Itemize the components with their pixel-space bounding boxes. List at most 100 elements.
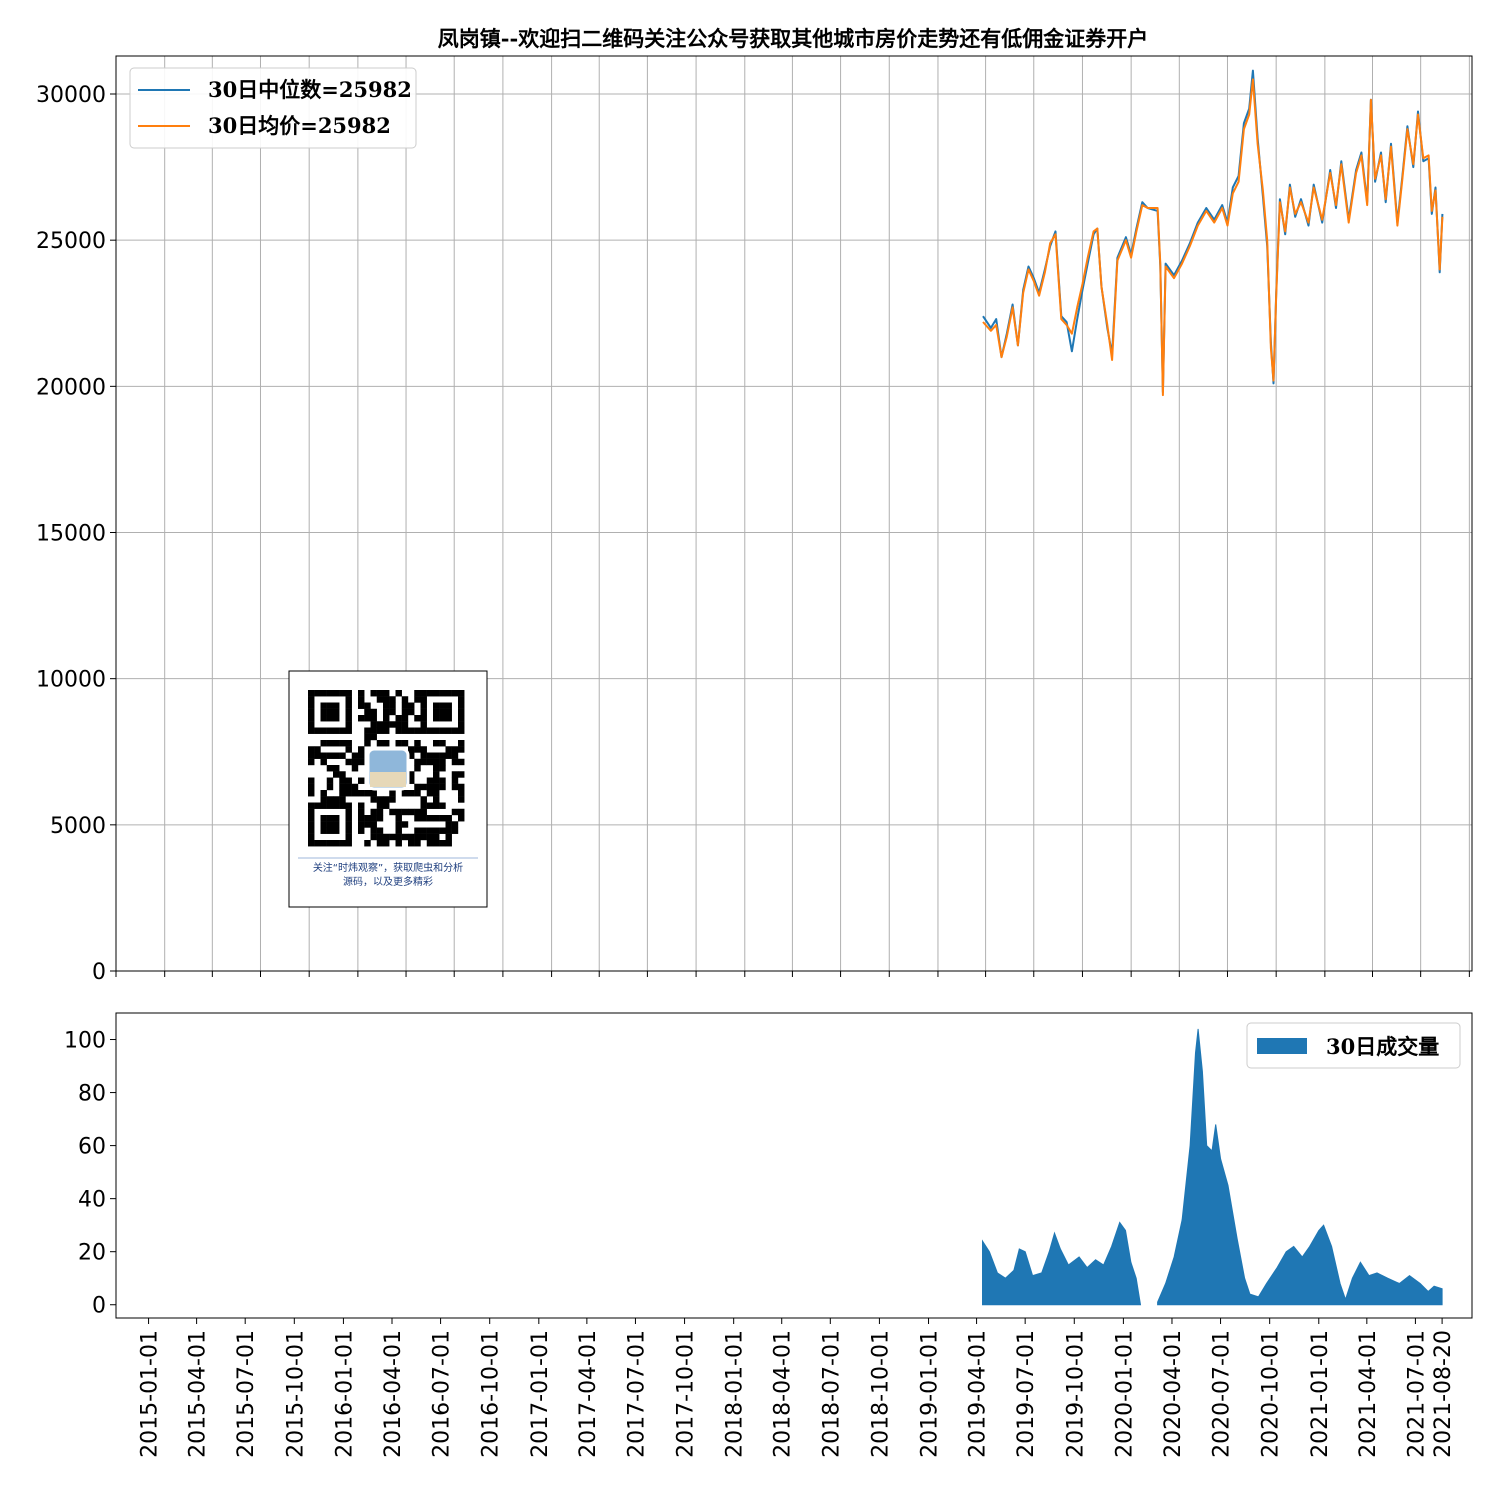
- qr-module: [339, 690, 346, 697]
- qr-module: [451, 771, 459, 778]
- qr-module: [333, 827, 340, 834]
- qr-module: [389, 702, 396, 709]
- qr-module: [420, 802, 427, 809]
- qr-module: [439, 708, 446, 716]
- qr-module: [445, 727, 452, 734]
- qr-module: [333, 771, 340, 778]
- qr-module: [414, 696, 421, 703]
- qr-module: [414, 740, 421, 747]
- price-y-tick-label: 25000: [36, 229, 106, 254]
- qr-module: [395, 827, 402, 834]
- x-tick-label: 2017-04-01: [576, 1330, 601, 1458]
- qr-module: [420, 746, 427, 753]
- qr-module: [376, 727, 384, 734]
- volume-area-segment-0: [982, 1221, 1142, 1306]
- volume-area-segment-1: [1157, 1028, 1443, 1306]
- qr-module: [395, 833, 402, 841]
- x-tick-label: 2016-01-01: [332, 1330, 357, 1458]
- qr-module: [439, 740, 446, 747]
- qr-module: [376, 808, 384, 816]
- qr-module: [439, 702, 446, 709]
- qr-module: [358, 808, 365, 816]
- price-chart-y-ticks: 0 5000 10000 15000 20000 25000 30000: [36, 83, 116, 985]
- qr-module: [326, 715, 334, 722]
- qr-module: [420, 808, 427, 816]
- qr-module: [414, 765, 421, 772]
- qr-module: [320, 790, 327, 797]
- qr-module: [445, 702, 452, 709]
- qr-module: [364, 702, 371, 709]
- qr-module: [358, 802, 365, 809]
- qr-module: [345, 740, 352, 747]
- qr-module: [320, 815, 327, 822]
- qr-module: [326, 727, 334, 734]
- qr-module: [358, 821, 365, 828]
- qr-module: [320, 840, 327, 847]
- qr-module: [314, 727, 321, 734]
- qr-module: [414, 833, 421, 841]
- x-tick-label: 2015-01-01: [138, 1330, 163, 1458]
- qr-module: [420, 696, 427, 703]
- qr-module: [314, 752, 321, 759]
- qr-module: [358, 696, 365, 703]
- qr-module: [345, 821, 352, 828]
- qr-module: [401, 790, 409, 797]
- qr-module: [358, 746, 365, 753]
- qr-module: [433, 840, 440, 847]
- qr-module: [320, 715, 327, 722]
- qr-module: [358, 702, 365, 709]
- qr-module: [439, 827, 446, 834]
- qr-module: [389, 790, 396, 797]
- qr-module: [320, 752, 327, 759]
- qr-module: [395, 727, 402, 734]
- qr-module: [439, 777, 446, 784]
- qr-module: [414, 827, 421, 834]
- qr-module: [358, 827, 365, 834]
- volume-y-tick-label: 60: [78, 1135, 106, 1160]
- qr-module: [395, 740, 402, 747]
- qr-module: [339, 740, 346, 747]
- qr-module: [458, 783, 465, 791]
- qr-module: [420, 827, 427, 834]
- qr-module: [376, 833, 384, 841]
- qr-module: [358, 777, 365, 784]
- qr-module: [433, 796, 440, 803]
- qr-module: [458, 715, 465, 722]
- qr-module: [433, 765, 440, 772]
- qr-module: [308, 790, 315, 797]
- qr-module: [414, 783, 421, 791]
- qr-caption-line2: 源码，以及更多精彩: [343, 875, 433, 888]
- qr-module: [320, 802, 327, 809]
- qr-module: [395, 715, 402, 722]
- qr-module: [345, 727, 352, 734]
- qr-module: [408, 840, 415, 847]
- volume-y-tick-label: 80: [78, 1082, 106, 1107]
- qr-module: [439, 783, 446, 791]
- qr-module: [320, 758, 327, 766]
- qr-module: [364, 821, 371, 828]
- qr-module: [383, 708, 390, 716]
- qr-module: [370, 708, 377, 716]
- qr-module: [433, 708, 440, 716]
- price-y-tick-label: 15000: [36, 522, 106, 547]
- volume-legend-box: [1246, 1022, 1461, 1069]
- qr-module: [308, 815, 315, 822]
- qr-module: [401, 833, 409, 841]
- qr-module: [345, 696, 352, 703]
- qr-module: [445, 821, 452, 828]
- qr-module: [345, 790, 352, 797]
- x-tick-label: 2015-10-01: [283, 1330, 308, 1458]
- chart-title: 凤岗镇--欢迎扫二维码关注公众号获取其他城市房价走势还有低佣金证券开户: [438, 26, 1148, 51]
- qr-module: [426, 802, 434, 809]
- qr-module: [426, 783, 434, 791]
- qr-module: [333, 690, 340, 697]
- x-tick-label: 2020-04-01: [1161, 1330, 1186, 1458]
- qr-module: [420, 796, 427, 803]
- qr-module: [376, 696, 384, 703]
- qr-module: [345, 827, 352, 834]
- qr-module: [383, 740, 390, 747]
- qr-module: [414, 715, 421, 722]
- qr-module: [345, 758, 352, 766]
- x-tick-label: 2019-04-01: [966, 1330, 991, 1458]
- qr-module: [345, 708, 352, 716]
